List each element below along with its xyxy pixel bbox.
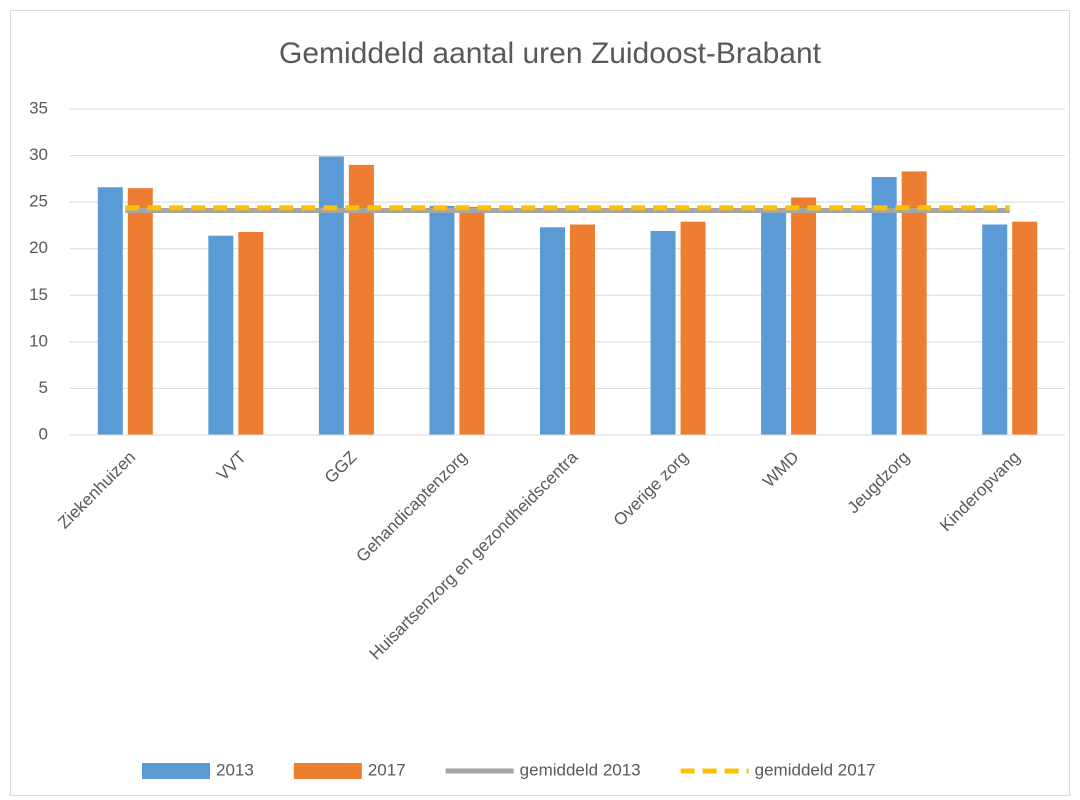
legend-label: gemiddeld 2013 bbox=[520, 760, 641, 779]
y-tick-label: 25 bbox=[29, 192, 48, 211]
legend-swatch bbox=[293, 763, 362, 779]
y-tick-label: 20 bbox=[29, 238, 48, 257]
y-tick-label: 30 bbox=[29, 145, 48, 164]
chart-title: Gemiddeld aantal uren Zuidoost-Brabant bbox=[279, 37, 822, 70]
y-tick-label: 0 bbox=[39, 424, 48, 443]
legend-label: 2013 bbox=[216, 760, 254, 779]
legend-label: gemiddeld 2017 bbox=[755, 760, 876, 779]
bar bbox=[570, 224, 595, 435]
bar bbox=[459, 206, 485, 435]
bar bbox=[680, 221, 706, 435]
bar bbox=[127, 188, 153, 435]
y-tick-label: 35 bbox=[29, 98, 48, 117]
bar bbox=[871, 176, 897, 435]
bar bbox=[208, 235, 234, 435]
y-tick-label: 5 bbox=[39, 378, 48, 397]
bar bbox=[238, 231, 264, 435]
bar bbox=[429, 205, 455, 435]
bar bbox=[761, 208, 787, 435]
bar bbox=[318, 156, 344, 435]
legend-swatch bbox=[142, 763, 210, 779]
bar bbox=[540, 227, 565, 435]
legend-label: 2017 bbox=[368, 760, 406, 779]
bar bbox=[982, 224, 1008, 435]
bar bbox=[97, 187, 123, 435]
bar bbox=[791, 197, 817, 435]
y-tick-label: 15 bbox=[29, 285, 48, 304]
bar bbox=[650, 231, 676, 435]
y-tick-label: 10 bbox=[29, 331, 48, 350]
bar bbox=[1012, 221, 1038, 435]
bar bbox=[901, 171, 927, 436]
